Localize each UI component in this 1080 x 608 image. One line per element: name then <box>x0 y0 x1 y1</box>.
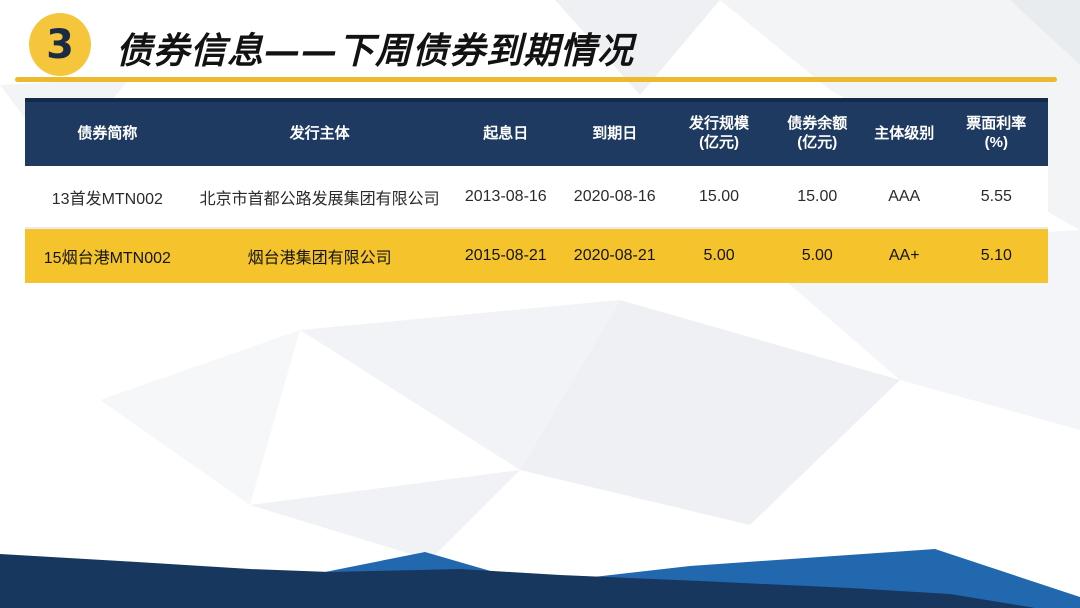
table-cell: AA+ <box>888 247 920 264</box>
table-cell: 2020-08-16 <box>573 187 656 205</box>
column-header-issue-size: 发行规模 (亿元) <box>689 115 750 151</box>
section-number: 3 <box>46 21 74 68</box>
table-header-row: 债券简称 发行主体 起息日 到期日 发行规模 (亿元) <box>25 100 1048 166</box>
slide-title: 债券信息——下周债券到期情况 <box>116 30 635 72</box>
table-cell: 5.10 <box>980 247 1012 264</box>
table-cell: 15.00 <box>699 187 740 205</box>
table-cell: 5.00 <box>801 247 833 264</box>
bonds-table-container: 债券简称 发行主体 起息日 到期日 发行规模 (亿元) <box>25 98 1048 283</box>
table-cell: AAA <box>888 187 921 205</box>
column-header-maturity-date: 到期日 <box>592 124 638 142</box>
table-cell: 15烟台港MTN002 <box>43 250 171 267</box>
table-cell: 2015-08-21 <box>464 247 547 264</box>
bonds-table: 债券简称 发行主体 起息日 到期日 发行规模 (亿元) <box>25 98 1048 283</box>
table-cell: 13首发MTN002 <box>51 190 163 208</box>
column-header-bond-abbr: 债券简称 <box>77 124 138 142</box>
table-row-highlighted: 15烟台港MTN002 烟台港集团有限公司 2015-08-21 2020-08… <box>25 228 1048 283</box>
footer-mountains <box>0 549 1080 608</box>
column-header-coupon-rate: 票面利率 (%) <box>966 115 1027 151</box>
table-cell: 5.00 <box>703 247 735 264</box>
section-number-badge: 3 <box>29 13 91 76</box>
table-cell: 5.55 <box>980 187 1012 205</box>
footer-navy-wave <box>0 554 1035 608</box>
column-header-bond-balance: 债券余额 (亿元) <box>787 115 848 151</box>
column-header-value-date: 起息日 <box>483 124 529 142</box>
title-underline <box>15 77 1057 82</box>
table-row: 13首发MTN002 北京市首都公路发展集团有限公司 2013-08-16 20… <box>25 166 1048 228</box>
table-cell: 烟台港集团有限公司 <box>247 250 392 267</box>
footer-blue-peak-right <box>515 549 1080 608</box>
table-cell: 2020-08-21 <box>573 247 656 264</box>
table-cell: 北京市首都公路发展集团有限公司 <box>199 190 440 208</box>
table-cell: 2013-08-16 <box>464 187 547 205</box>
table-cell: 15.00 <box>797 187 838 205</box>
footer-blue-peak-left <box>305 552 535 598</box>
column-header-issuer: 发行主体 <box>289 124 350 142</box>
column-header-issuer-rating: 主体级别 <box>874 124 935 142</box>
